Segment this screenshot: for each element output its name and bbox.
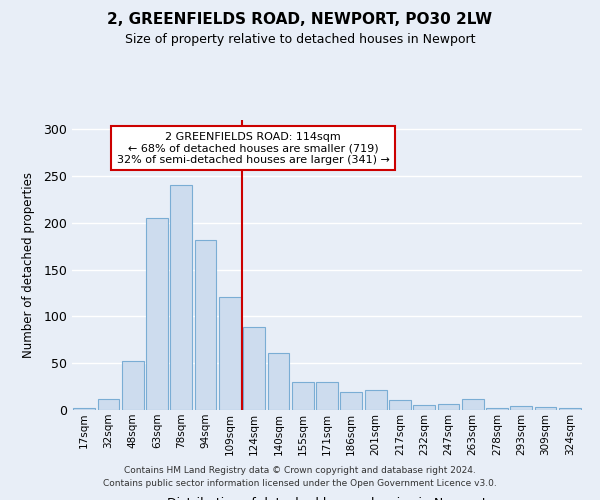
Bar xyxy=(437,404,460,410)
Bar xyxy=(122,362,143,410)
Bar xyxy=(292,382,314,410)
Bar xyxy=(316,382,338,410)
Bar xyxy=(462,399,484,410)
Bar xyxy=(486,408,508,410)
Bar xyxy=(365,390,386,410)
Bar xyxy=(194,240,217,410)
X-axis label: Distribution of detached houses by size in Newport: Distribution of detached houses by size … xyxy=(167,496,487,500)
Text: Contains HM Land Registry data © Crown copyright and database right 2024.
Contai: Contains HM Land Registry data © Crown c… xyxy=(103,466,497,487)
Bar xyxy=(146,218,168,410)
Text: 2 GREENFIELDS ROAD: 114sqm
← 68% of detached houses are smaller (719)
32% of sem: 2 GREENFIELDS ROAD: 114sqm ← 68% of deta… xyxy=(116,132,389,165)
Bar xyxy=(268,353,289,410)
Text: 2, GREENFIELDS ROAD, NEWPORT, PO30 2LW: 2, GREENFIELDS ROAD, NEWPORT, PO30 2LW xyxy=(107,12,493,28)
Bar xyxy=(511,406,532,410)
Bar xyxy=(243,326,265,410)
Bar xyxy=(97,399,119,410)
Bar xyxy=(389,400,411,410)
Bar xyxy=(73,408,95,410)
Bar xyxy=(535,407,556,410)
Text: Size of property relative to detached houses in Newport: Size of property relative to detached ho… xyxy=(125,32,475,46)
Bar xyxy=(413,406,435,410)
Bar xyxy=(559,408,581,410)
Bar xyxy=(340,392,362,410)
Y-axis label: Number of detached properties: Number of detached properties xyxy=(22,172,35,358)
Bar xyxy=(219,297,241,410)
Bar xyxy=(170,186,192,410)
